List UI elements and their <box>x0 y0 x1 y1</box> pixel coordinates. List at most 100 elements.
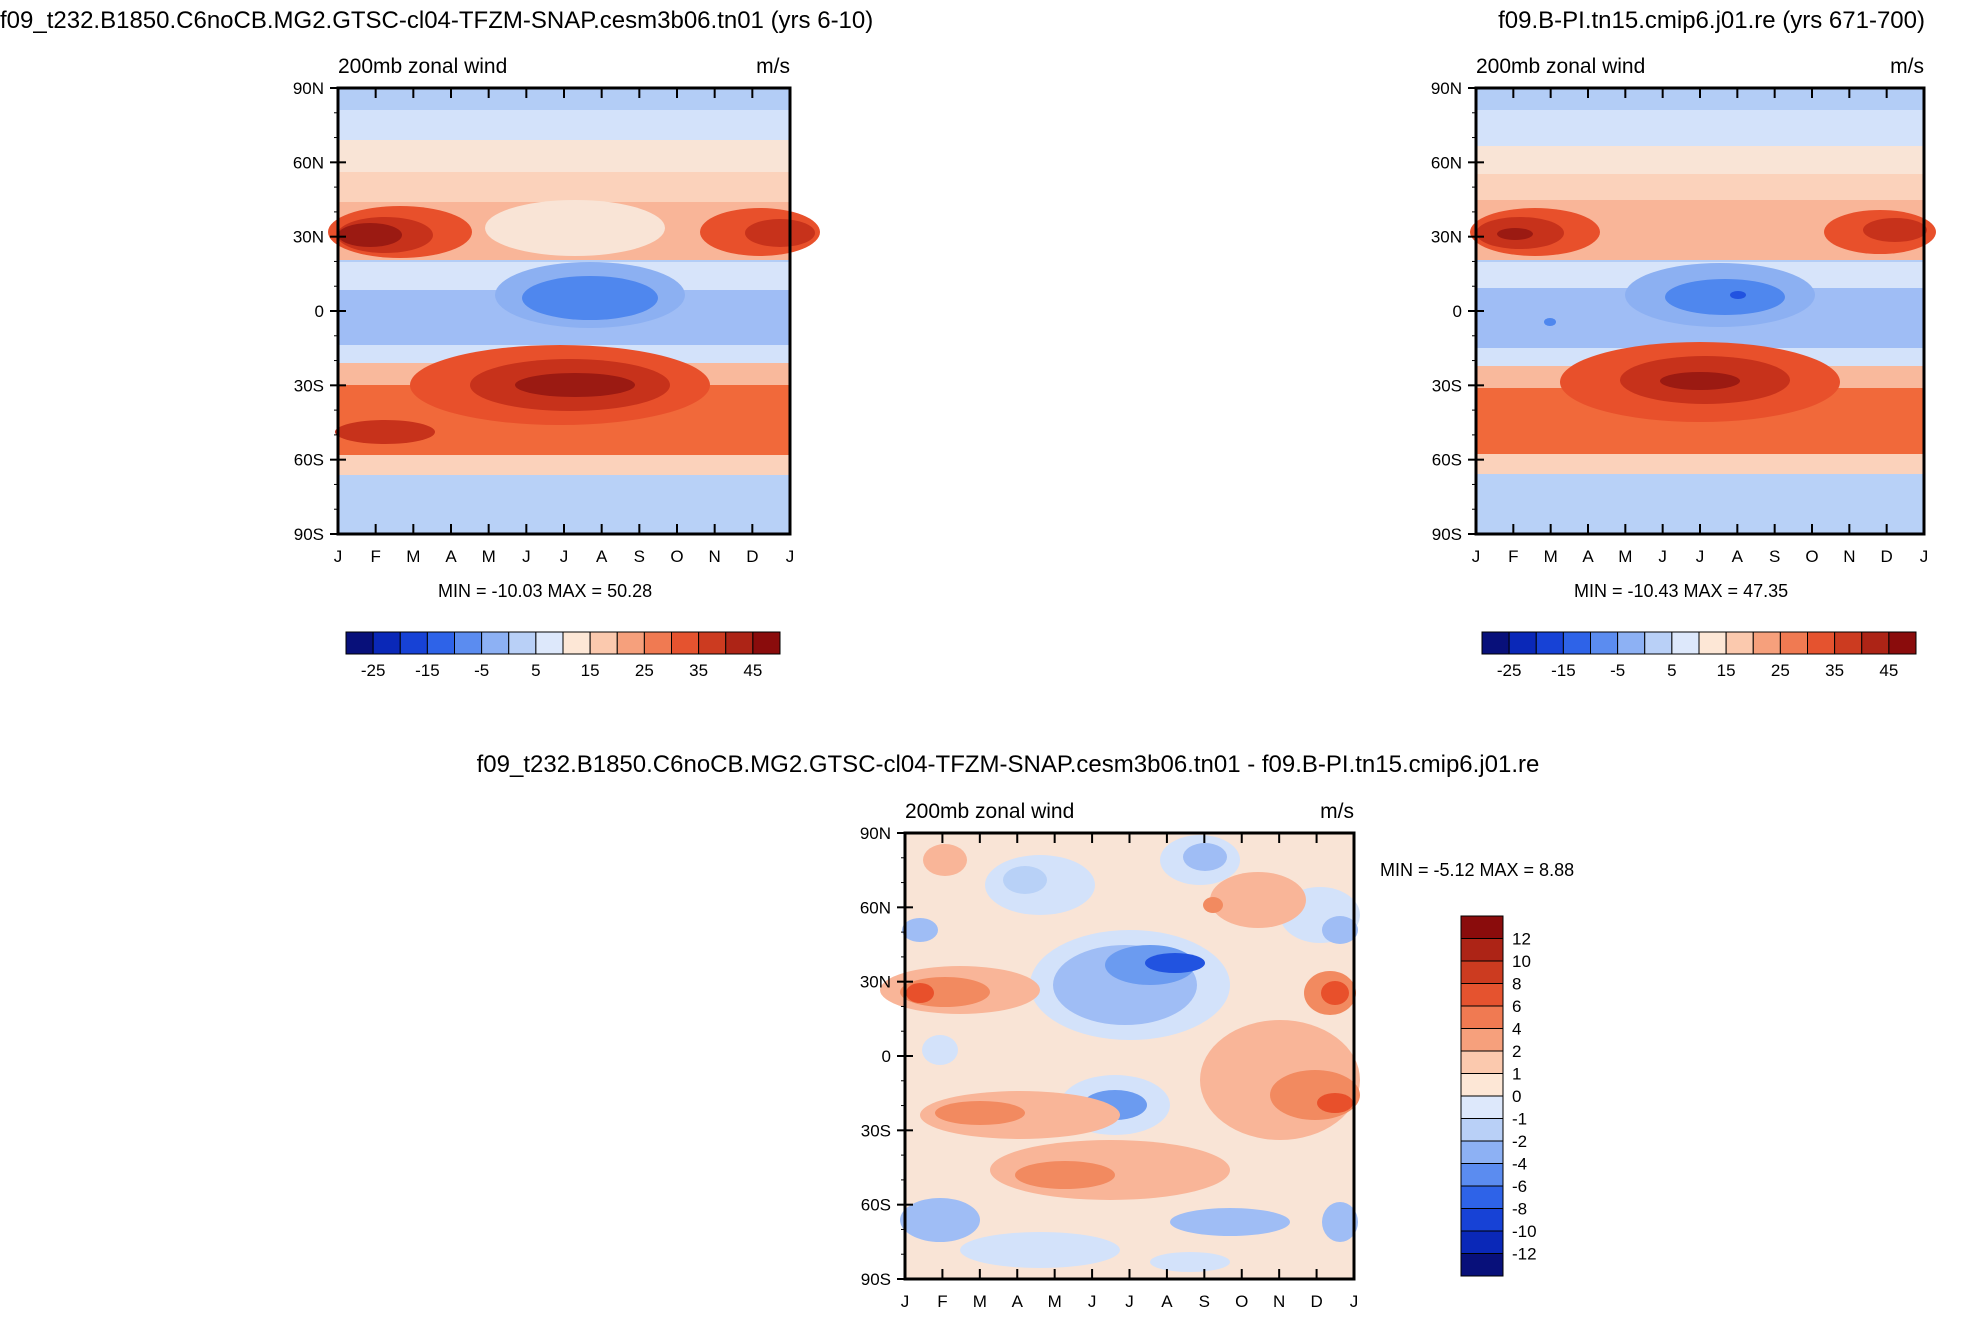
colorbar-swatch <box>1460 1050 1504 1074</box>
y-tick-label: 90N <box>293 79 324 98</box>
panel-2-heatmap: J F M A M J J A S O N D J 90N 60N 30N 0 30S 60S 90S <box>1431 79 1936 566</box>
colorbar-label: 35 <box>1825 661 1844 680</box>
colorbar-swatch <box>426 631 455 655</box>
colorbar-swatch <box>589 631 618 655</box>
colorbar-label: 1 <box>1512 1065 1521 1084</box>
x-tick-label: J <box>522 547 531 566</box>
colorbar-label: 0 <box>1512 1087 1521 1106</box>
y-tick-label: 60N <box>293 153 324 172</box>
colorbar-swatch <box>1460 983 1504 1007</box>
x-tick-label: J <box>1696 547 1705 566</box>
colorbar-label: 15 <box>581 661 600 680</box>
x-tick-label: M <box>482 547 496 566</box>
colorbar-swatch <box>1460 1095 1504 1119</box>
colorbar-label: 5 <box>531 661 540 680</box>
x-tick-label: J <box>901 1292 910 1311</box>
colorbar-swatch <box>1508 631 1537 655</box>
colorbar-swatch <box>1617 631 1646 655</box>
panel-3-subtitle-left: 200mb zonal wind <box>905 800 1074 823</box>
x-tick-label: N <box>1843 547 1855 566</box>
panel-2-title: f09.B-PI.tn15.cmip6.j01.re (yrs 671-700) <box>1498 7 1925 34</box>
x-tick-label: A <box>1012 1292 1024 1311</box>
x-tick-label: J <box>1088 1292 1097 1311</box>
x-tick-label: M <box>973 1292 987 1311</box>
colorbar-label: -4 <box>1512 1155 1527 1174</box>
colorbar-swatch <box>1807 631 1836 655</box>
colorbar-swatch <box>1698 631 1727 655</box>
panel-3: f09_t232.B1850.C6noCB.MG2.GTSC-cl04-TFZM… <box>477 751 1574 1311</box>
panel-1-min-max: MIN = -10.03 MAX = 50.28 <box>438 581 652 601</box>
y-tick-label: 60S <box>861 1196 891 1215</box>
panel-2: f09.B-PI.tn15.cmip6.j01.re (yrs 671-700)… <box>1431 7 1936 680</box>
x-tick-label: M <box>1048 1292 1062 1311</box>
x-tick-label: S <box>1769 547 1780 566</box>
colorbar-swatch <box>1481 631 1510 655</box>
colorbar-swatch <box>1460 938 1504 962</box>
colorbar-swatch <box>698 631 727 655</box>
colorbar-label: 6 <box>1512 997 1521 1016</box>
colorbar-swatch <box>454 631 483 655</box>
colorbar-label: -25 <box>361 661 386 680</box>
colorbar-swatch <box>1725 631 1754 655</box>
panel-1-heatmap: J F M A M J J A S O N D J 90N 60N 30N 0 30S 60S 90S <box>293 79 820 566</box>
colorbar-swatch <box>1460 1118 1504 1142</box>
y-tick-label: 30S <box>1432 376 1462 395</box>
colorbar-label: 25 <box>1771 661 1790 680</box>
x-tick-label: S <box>634 547 645 566</box>
colorbar-label: -15 <box>415 661 440 680</box>
y-tick-label: 60S <box>294 451 324 470</box>
colorbar-swatch <box>1460 960 1504 984</box>
x-tick-label: O <box>1805 547 1818 566</box>
colorbar-label: 45 <box>1879 661 1898 680</box>
x-tick-label: M <box>1618 547 1632 566</box>
x-tick-label: A <box>1161 1292 1173 1311</box>
y-tick-label: 30N <box>1431 228 1462 247</box>
colorbar-label: -6 <box>1512 1177 1527 1196</box>
colorbar-swatch <box>1779 631 1808 655</box>
colorbar-label: 5 <box>1667 661 1676 680</box>
panel-3-min-max: MIN = -5.12 MAX = 8.88 <box>1380 860 1574 880</box>
y-tick-label: 60N <box>1431 153 1462 172</box>
panel-3-colorbar <box>1460 915 1504 1277</box>
colorbar-swatch <box>1671 631 1700 655</box>
x-tick-label: M <box>406 547 420 566</box>
x-tick-label: F <box>370 547 380 566</box>
x-tick-label: F <box>1508 547 1518 566</box>
colorbar-label: 10 <box>1512 952 1531 971</box>
y-tick-label: 30S <box>294 376 324 395</box>
colorbar-swatch <box>562 631 591 655</box>
x-tick-label: F <box>937 1292 947 1311</box>
panel-1-colorbar-labels: -25 -15 -5 5 15 25 35 45 <box>361 661 763 680</box>
x-tick-label: J <box>1472 547 1481 566</box>
colorbar-swatch <box>1535 631 1564 655</box>
colorbar-swatch <box>616 631 645 655</box>
colorbar-swatch <box>752 631 781 655</box>
panel-3-title: f09_t232.B1850.C6noCB.MG2.GTSC-cl04-TFZM… <box>477 751 1540 778</box>
colorbar-label: -12 <box>1512 1245 1537 1264</box>
colorbar-label: -25 <box>1497 661 1522 680</box>
x-tick-label: J <box>1350 1292 1359 1311</box>
x-tick-label: A <box>445 547 457 566</box>
y-tick-label: 0 <box>882 1047 891 1066</box>
y-tick-label: 90S <box>294 525 324 544</box>
colorbar-swatch <box>1590 631 1619 655</box>
panel-1-title: f09_t232.B1850.C6noCB.MG2.GTSC-cl04-TFZM… <box>0 7 873 34</box>
panel-2-subtitle-left: 200mb zonal wind <box>1476 55 1645 78</box>
y-tick-label: 60S <box>1432 451 1462 470</box>
colorbar-swatch <box>1460 1073 1504 1097</box>
panel-2-subtitle-right: m/s <box>1890 55 1924 78</box>
colorbar-label: 2 <box>1512 1042 1521 1061</box>
colorbar-label: 15 <box>1717 661 1736 680</box>
colorbar-label: 35 <box>689 661 708 680</box>
colorbar-label: -8 <box>1512 1200 1527 1219</box>
colorbar-swatch <box>1460 1253 1504 1277</box>
panel-2-blobs <box>1470 208 1936 422</box>
colorbar-label: 4 <box>1512 1020 1521 1039</box>
y-tick-label: 30N <box>293 228 324 247</box>
x-tick-label: O <box>1235 1292 1248 1311</box>
colorbar-label: 25 <box>635 661 654 680</box>
panel-2-colorbar-labels: -25 -15 -5 5 15 25 35 45 <box>1497 661 1899 680</box>
panel-2-min-max: MIN = -10.43 MAX = 47.35 <box>1574 581 1788 601</box>
